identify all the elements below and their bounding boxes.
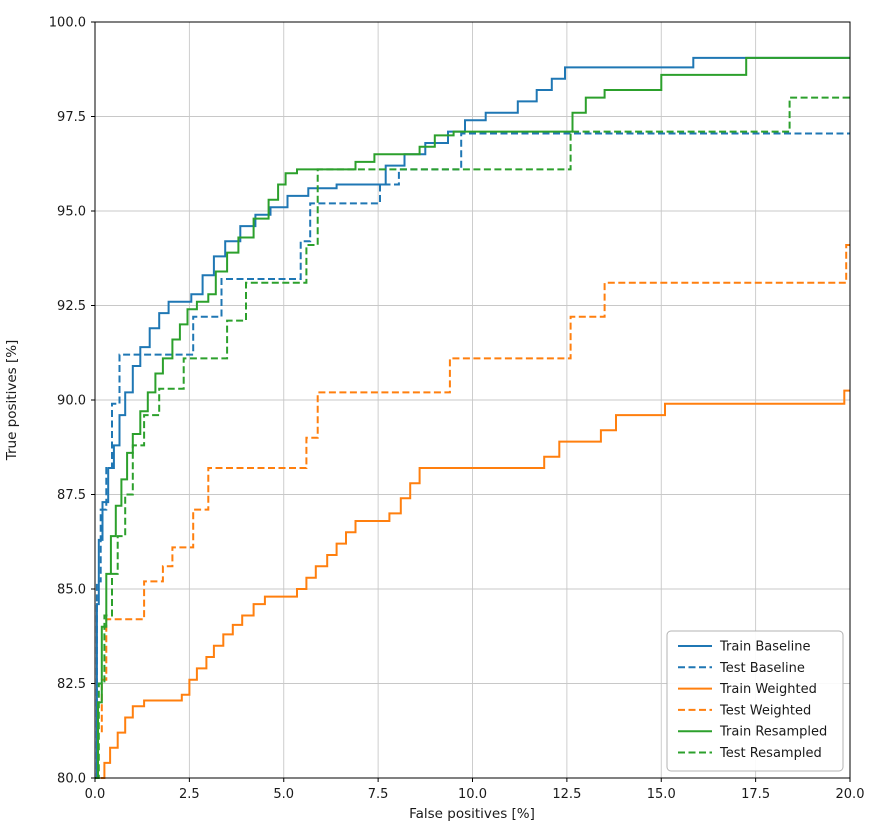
- legend-item-train-weighted: Train Weighted: [678, 682, 817, 697]
- y-tick-label: 100.0: [49, 16, 86, 31]
- legend-item-test-baseline: Test Baseline: [678, 661, 805, 676]
- y-tick-label: 90.0: [57, 394, 86, 409]
- legend-label-train-resampled: Train Resampled: [719, 725, 827, 740]
- x-tick-label: 12.5: [552, 787, 581, 802]
- y-tick-label: 85.0: [57, 583, 86, 598]
- legend-label-train-weighted: Train Weighted: [719, 682, 817, 697]
- y-tick-label: 95.0: [57, 205, 86, 220]
- x-tick-label: 10.0: [458, 787, 487, 802]
- legend: Train Baseline Test Baseline Train Weighte…: [666, 630, 844, 772]
- legend-label-test-resampled: Test Resampled: [719, 746, 822, 761]
- series-line-train-resampled: [95, 56, 850, 779]
- y-tick-label: 97.5: [57, 110, 86, 125]
- series-line-test-weighted: [95, 244, 850, 779]
- x-axis-label: False positives [%]: [409, 806, 535, 822]
- legend-item-test-weighted: Test Weighted: [678, 703, 811, 718]
- y-tick-label: 92.5: [57, 299, 86, 314]
- legend-box: [666, 630, 844, 772]
- y-tick-label: 82.5: [57, 677, 86, 692]
- x-tick-label: 2.5: [179, 787, 200, 802]
- legend-label-test-weighted: Test Weighted: [719, 703, 811, 718]
- legend-item-train-resampled: Train Resampled: [678, 725, 827, 740]
- y-axis-label: True positives [%]: [4, 340, 20, 462]
- series-line-train-weighted: [100, 389, 850, 779]
- y-tick-label: 87.5: [57, 488, 86, 503]
- x-tick-label: 15.0: [647, 787, 676, 802]
- x-tick-label: 0.0: [85, 787, 106, 802]
- x-tick-label: 20.0: [836, 787, 865, 802]
- legend-item-test-resampled: Test Resampled: [678, 746, 822, 761]
- series-line-train-baseline: [95, 56, 850, 779]
- y-tick-label: 80.0: [57, 772, 86, 787]
- x-tick-label: 7.5: [368, 787, 389, 802]
- x-tick-label: 17.5: [741, 787, 770, 802]
- x-tick-label: 5.0: [273, 787, 294, 802]
- legend-label-train-baseline: Train Baseline: [719, 640, 810, 655]
- series-line-test-baseline: [95, 132, 850, 779]
- legend-label-test-baseline: Test Baseline: [719, 661, 805, 676]
- legend-item-train-baseline: Train Baseline: [678, 640, 810, 655]
